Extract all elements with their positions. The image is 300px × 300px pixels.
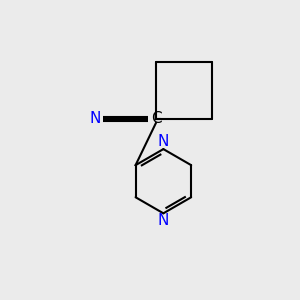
Text: N: N (158, 134, 169, 149)
Text: C: C (151, 111, 161, 126)
Text: N: N (158, 213, 169, 228)
Text: N: N (89, 111, 101, 126)
